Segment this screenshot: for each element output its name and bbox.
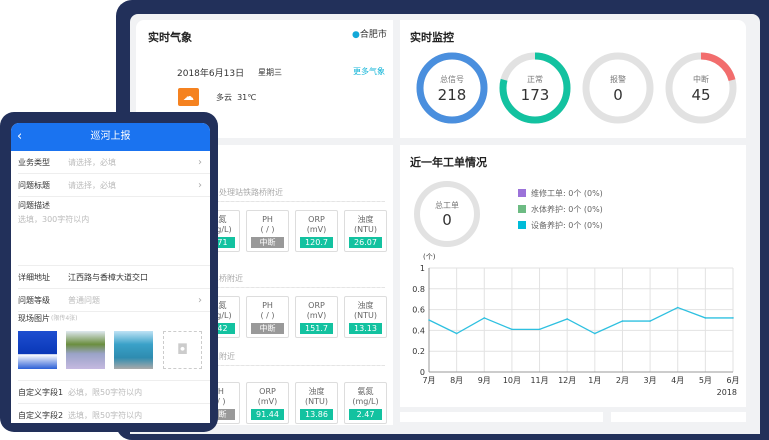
year-label: 2018	[717, 388, 737, 397]
workorder-title: 近一年工单情况	[410, 156, 487, 169]
x-tick-label: 1月	[588, 376, 601, 385]
x-tick-label: 10月	[503, 376, 521, 385]
workorder-line-chart: 0 0.2 0.4 0.6 0.8 1 7月 8月 9月 10月 11月 12月 1月 2月 3月 4月 5月 6…	[412, 253, 739, 397]
back-icon[interactable]: ‹	[17, 129, 23, 144]
weather-condition: 多云 31℃	[216, 93, 257, 102]
sensor-reading[interactable]: PH( / ) 中断	[246, 296, 289, 338]
x-tick-label: 4月	[671, 376, 684, 385]
y-tick-label: 0	[420, 368, 425, 377]
data-point	[704, 317, 707, 319]
field-custom-2[interactable]: 自定义字段2 选填，限50字符以内	[18, 404, 210, 423]
y-axis-label: (个)	[423, 253, 436, 261]
bottom-panel-left	[400, 412, 603, 422]
bottom-panel-right	[611, 412, 746, 422]
weather-title: 实时气象	[148, 31, 192, 44]
legend-item: 水体养护: 0个 (0%)	[518, 204, 603, 215]
data-point	[428, 319, 430, 321]
chevron-right-icon: ›	[198, 157, 202, 168]
field-issue-title[interactable]: 问题标题 请选择，必填 ›	[18, 174, 210, 197]
legend-item: 设备养护: 0个 (0%)	[518, 220, 603, 231]
series-line	[428, 306, 733, 335]
sensor-reading[interactable]: 氨氮 (mg/L) 2.47	[344, 382, 387, 424]
y-tick-label: 0.4	[412, 326, 425, 335]
add-photo-camera-icon[interactable]: ◘	[163, 331, 202, 369]
x-tick-label: 9月	[478, 376, 491, 385]
ring-gauge	[665, 52, 737, 124]
photo-thumbnail[interactable]	[114, 331, 153, 369]
phone-title: 巡河上报	[90, 131, 131, 142]
field-photos: 现场图片 (限传4张)	[18, 312, 210, 381]
x-tick-label: 7月	[422, 376, 435, 385]
monitor-panel: 实时监控 总信号 218 正常 173 报警 0 中断 45	[400, 20, 746, 138]
sensor-reading[interactable]: PH( / ) 中断	[246, 210, 289, 252]
sensor-reading[interactable]: 浊度 (NTU) 13.86	[295, 382, 338, 424]
x-tick-label: 5月	[699, 376, 712, 385]
sensor-site-label: …桥附近	[211, 274, 243, 283]
ring-gauge	[499, 52, 571, 124]
legend-swatch	[518, 205, 526, 213]
x-tick-label: 8月	[450, 376, 463, 385]
monitor-title: 实时监控	[410, 31, 454, 44]
field-business-type[interactable]: 业务类型 请选择，必填 ›	[18, 151, 210, 174]
y-tick-label: 0.6	[412, 306, 425, 315]
chevron-right-icon: ›	[198, 180, 202, 191]
partly-cloudy-icon: ☁	[178, 88, 199, 106]
sensor-reading[interactable]: 浊度 (NTU) 13.13	[344, 296, 387, 338]
y-tick-label: 0.2	[412, 347, 425, 356]
legend-swatch	[518, 189, 526, 197]
photo-thumbnail[interactable]	[66, 331, 105, 369]
x-tick-label: 6月	[726, 376, 739, 385]
phone-header: ‹ 巡河上报	[11, 123, 210, 151]
photo-thumbnail[interactable]	[18, 331, 57, 369]
city-selector[interactable]: ●合肥市	[352, 30, 387, 40]
location-pin-icon: ●	[352, 30, 360, 40]
sensor-site-label: …处理站铁路桥附近	[211, 188, 283, 197]
data-point	[538, 328, 541, 331]
data-point	[676, 306, 679, 309]
sensor-reading[interactable]: ORP (mV) 91.44	[246, 382, 289, 424]
data-point	[594, 332, 596, 335]
data-point	[732, 317, 734, 319]
field-address[interactable]: 详细地址 江西路与香樟大道交口	[18, 266, 210, 289]
monitor-ring[interactable]: 总信号 218	[414, 50, 490, 126]
data-point	[511, 328, 513, 331]
x-tick-label: 12月	[558, 376, 576, 385]
more-weather-link[interactable]: 更多气象	[353, 67, 385, 76]
y-tick-label: 1	[420, 264, 425, 273]
weather-date: 2018年6月13日	[177, 69, 245, 79]
field-custom-1[interactable]: 自定义字段1 必填，限50字符以内	[18, 381, 210, 404]
sensor-reading[interactable]: ORP (mV) 120.7	[295, 210, 338, 252]
field-issue-level[interactable]: 问题等级 普通问题 ›	[18, 289, 210, 312]
field-description[interactable]: 问题描述 选填，300字符以内	[18, 197, 210, 266]
chevron-right-icon: ›	[198, 295, 202, 306]
phone-screen: ‹ 巡河上报 业务类型 请选择，必填 › 问题标题 请选择，必填 › 问题描述 选填，300…	[11, 123, 210, 423]
x-tick-label: 2月	[616, 376, 629, 385]
data-point	[649, 320, 651, 322]
sensor-site-label: …附近	[211, 352, 235, 361]
legend-item: 维修工单: 0个 (0%)	[518, 188, 603, 199]
monitor-ring[interactable]: 中断 45	[663, 50, 739, 126]
x-tick-label: 3月	[644, 376, 657, 385]
phone-frame: ‹ 巡河上报 业务类型 请选择，必填 › 问题标题 请选择，必填 › 问题描述 选填，300…	[0, 112, 218, 432]
monitor-ring[interactable]: 报警 0	[580, 50, 656, 126]
divider	[211, 201, 385, 202]
ring-gauge	[582, 52, 654, 124]
ring-gauge	[416, 52, 488, 124]
x-tick-label: 11月	[530, 376, 548, 385]
y-tick-label: 0.8	[412, 285, 425, 294]
weather-weekday: 星期三	[258, 68, 282, 77]
legend-swatch	[518, 221, 526, 229]
data-point	[483, 317, 486, 319]
divider	[211, 287, 385, 288]
sensor-reading[interactable]: ORP (mV) 151.7	[295, 296, 338, 338]
divider	[211, 365, 385, 366]
data-point	[621, 320, 624, 322]
total-workorder-ring: 总工单 0	[414, 181, 480, 247]
data-point	[455, 332, 458, 335]
monitor-ring[interactable]: 正常 173	[497, 50, 573, 126]
workorder-panel: 近一年工单情况 总工单 0	[400, 145, 746, 407]
sensor-reading[interactable]: 浊度 (NTU) 26.07	[344, 210, 387, 252]
data-point	[566, 318, 568, 320]
